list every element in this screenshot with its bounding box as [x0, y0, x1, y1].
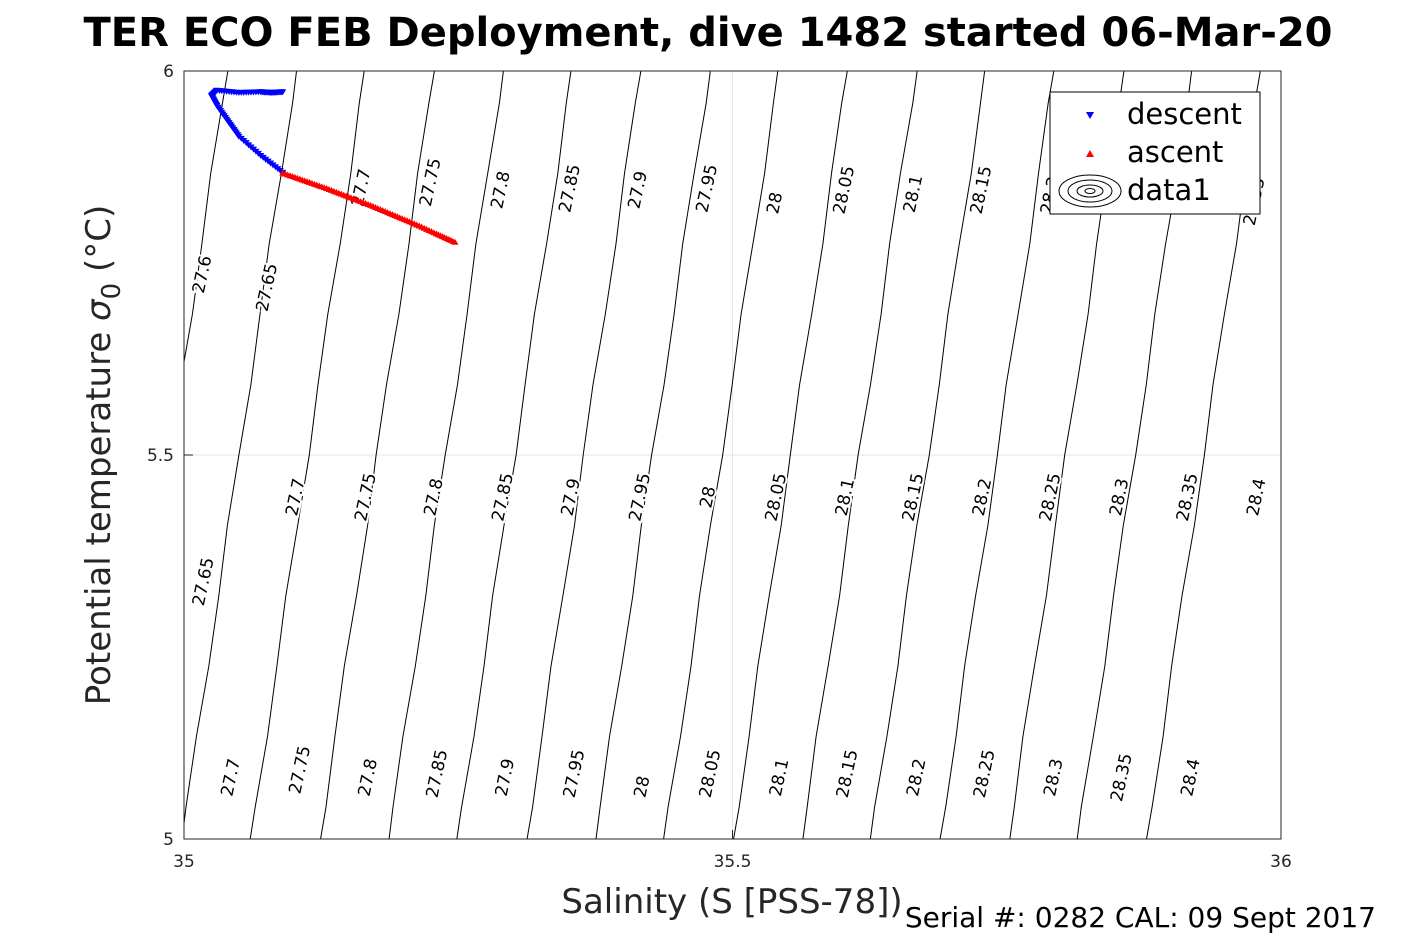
legend-label-data1: data1	[1127, 173, 1211, 207]
y-tick-label: 5	[163, 830, 174, 850]
contour-line	[526, 71, 642, 839]
contour-line	[733, 71, 848, 839]
legend-marker-ascent	[1086, 150, 1094, 157]
data-series	[207, 87, 459, 245]
y-axis-label-subscript: 0	[97, 283, 127, 300]
contour-line	[869, 71, 986, 839]
contour-line	[802, 71, 918, 839]
contour-line	[388, 71, 504, 839]
chart-title: TER ECO FEB Deployment, dive 1482 starte…	[83, 10, 1332, 56]
x-tick-label: 35	[173, 852, 195, 872]
contour-line	[663, 71, 779, 839]
x-tick-label: 35.5	[714, 852, 752, 872]
legend-marker-descent	[1086, 112, 1094, 119]
contour-line	[456, 71, 572, 839]
y-axis-label-unit: (°C)	[79, 205, 119, 283]
ascent-point	[451, 238, 459, 245]
axis-ticks: 35 35.5 36 5 5.5 6	[147, 62, 1292, 872]
y-tick-label: 5.5	[147, 446, 174, 466]
contour-line	[595, 71, 711, 839]
x-axis-label: Salinity (S [PSS-78])	[561, 882, 902, 922]
y-axis-label-sigma: σ	[79, 298, 119, 321]
x-tick-label: 36	[1270, 852, 1292, 872]
legend-box	[1049, 91, 1261, 215]
contour-line	[320, 71, 435, 839]
legend: descent ascent data1	[1049, 91, 1261, 215]
legend-marker-contour	[1058, 174, 1122, 208]
y-axis-label-main: Potential temperature	[79, 321, 119, 705]
contour-line	[184, 71, 229, 365]
descent-point	[279, 89, 287, 96]
contour-line	[249, 71, 365, 839]
y-axis-label: Potential temperature σ0 (°C)	[79, 205, 127, 705]
contour-line	[939, 71, 1055, 839]
serial-cal-annotation: Serial #: 0282 CAL: 09 Sept 2017	[905, 901, 1376, 934]
legend-label-descent: descent	[1127, 97, 1242, 131]
y-tick-label: 6	[163, 62, 174, 82]
legend-label-ascent: ascent	[1127, 135, 1223, 169]
